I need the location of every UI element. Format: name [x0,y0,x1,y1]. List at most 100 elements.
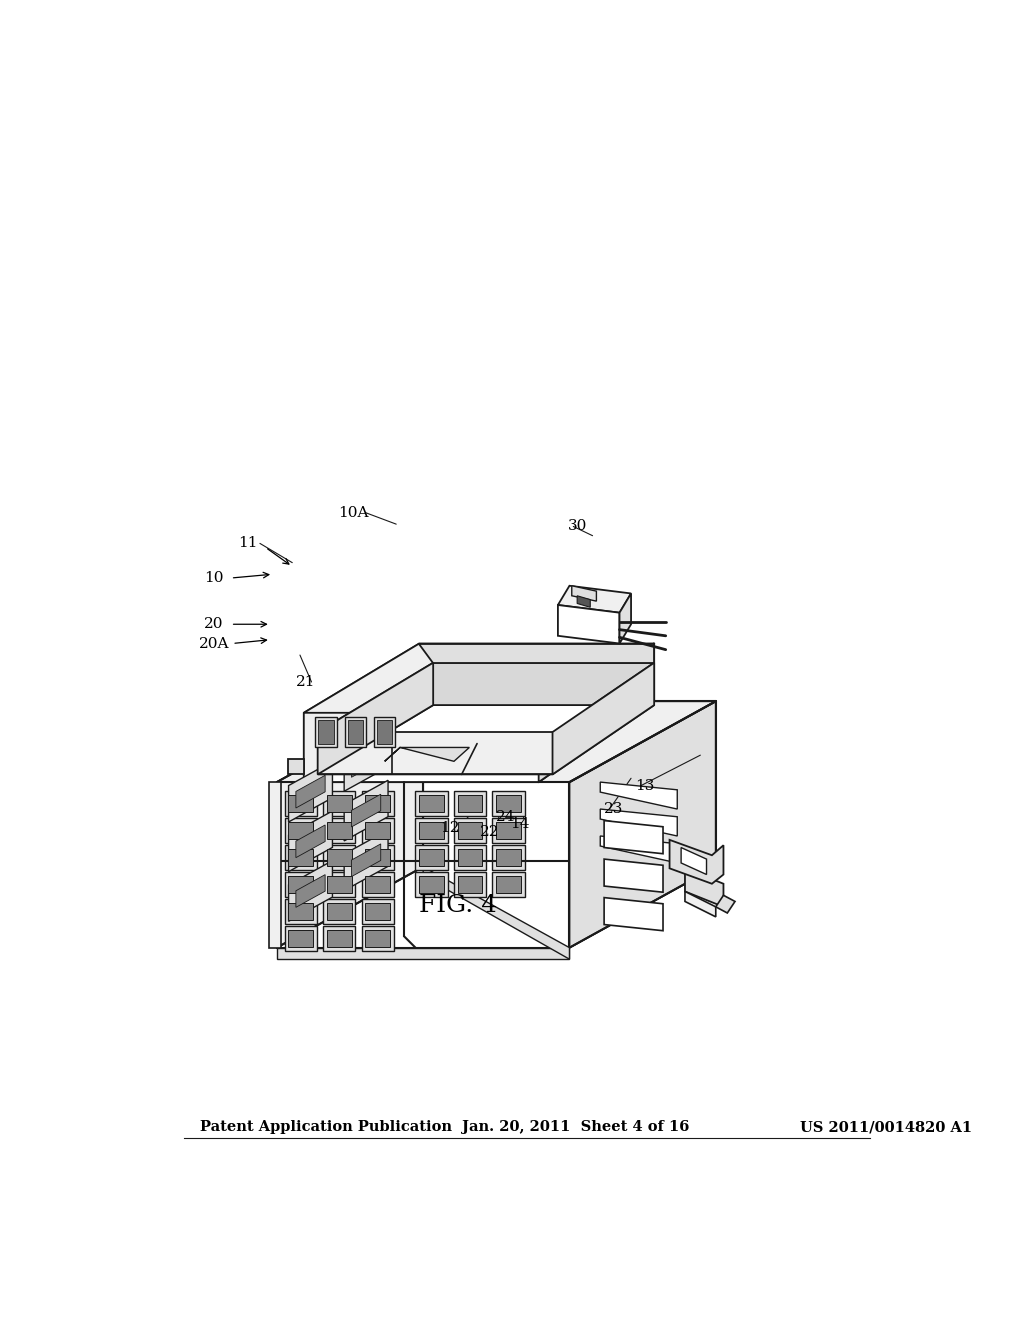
Polygon shape [345,717,367,747]
Polygon shape [604,898,663,931]
Text: 13: 13 [635,779,654,793]
Polygon shape [327,876,351,892]
Polygon shape [327,849,351,866]
Polygon shape [366,849,390,866]
Polygon shape [558,586,631,612]
Polygon shape [285,845,316,870]
Polygon shape [454,845,486,870]
Text: 10A: 10A [339,506,369,520]
Polygon shape [276,867,716,948]
Polygon shape [289,861,333,921]
Polygon shape [361,899,394,924]
Polygon shape [351,843,381,876]
Polygon shape [458,795,482,812]
Polygon shape [323,899,355,924]
Polygon shape [304,644,654,713]
Polygon shape [558,605,620,644]
Polygon shape [497,822,521,840]
Text: 11: 11 [238,536,257,550]
Text: Jan. 20, 2011  Sheet 4 of 16: Jan. 20, 2011 Sheet 4 of 16 [462,1121,689,1134]
Polygon shape [458,876,482,892]
Polygon shape [317,733,553,775]
Polygon shape [419,876,444,892]
Polygon shape [285,873,316,896]
Polygon shape [620,594,631,644]
Polygon shape [685,891,716,917]
Polygon shape [276,781,569,948]
Polygon shape [348,719,364,744]
Polygon shape [493,873,524,896]
Polygon shape [289,849,313,866]
Text: Patent Application Publication: Patent Application Publication [200,1121,452,1134]
Text: 14: 14 [510,817,529,832]
Polygon shape [458,822,482,840]
Polygon shape [327,795,351,812]
Polygon shape [454,792,486,816]
Polygon shape [366,876,390,892]
Polygon shape [304,644,419,781]
Polygon shape [276,701,716,781]
Polygon shape [317,705,654,775]
Polygon shape [497,849,521,866]
Polygon shape [571,586,596,601]
Polygon shape [374,717,395,747]
Polygon shape [366,903,390,920]
Polygon shape [423,867,569,960]
Polygon shape [600,781,677,809]
Polygon shape [685,869,724,907]
Polygon shape [323,927,355,950]
Polygon shape [318,719,334,744]
Text: 20A: 20A [199,636,229,651]
Polygon shape [315,717,337,747]
Text: 30: 30 [567,520,587,533]
Polygon shape [285,792,316,816]
Polygon shape [553,663,654,775]
Polygon shape [493,818,524,843]
Polygon shape [493,845,524,870]
Polygon shape [670,840,724,884]
Polygon shape [377,719,392,744]
Polygon shape [351,744,381,777]
Polygon shape [416,792,447,816]
Polygon shape [497,795,521,812]
Polygon shape [276,948,569,960]
Polygon shape [344,830,388,891]
Polygon shape [289,876,313,892]
Polygon shape [416,845,447,870]
Polygon shape [285,927,316,950]
Polygon shape [385,747,469,762]
Polygon shape [269,781,281,948]
Polygon shape [497,876,521,892]
Text: 24: 24 [496,809,515,824]
Polygon shape [716,895,735,913]
Polygon shape [600,836,677,863]
Polygon shape [416,873,447,896]
Polygon shape [366,929,390,946]
Polygon shape [289,810,333,871]
Polygon shape [351,795,381,826]
Polygon shape [289,759,304,775]
Polygon shape [361,818,394,843]
Text: 20: 20 [204,618,223,631]
Polygon shape [604,821,663,854]
Polygon shape [361,927,394,950]
Polygon shape [578,595,590,607]
Polygon shape [493,792,524,816]
Polygon shape [600,809,677,836]
Polygon shape [454,873,486,896]
Polygon shape [289,822,313,840]
Polygon shape [296,775,326,808]
Polygon shape [289,762,333,822]
Polygon shape [344,780,388,841]
Text: FIG. 4: FIG. 4 [419,894,497,917]
Polygon shape [289,929,313,946]
Polygon shape [323,792,355,816]
Polygon shape [361,845,394,870]
Polygon shape [681,847,707,875]
Polygon shape [419,822,444,840]
Text: 10: 10 [204,572,223,585]
Polygon shape [458,849,482,866]
Polygon shape [344,730,388,791]
Polygon shape [304,713,539,781]
Polygon shape [419,849,444,866]
